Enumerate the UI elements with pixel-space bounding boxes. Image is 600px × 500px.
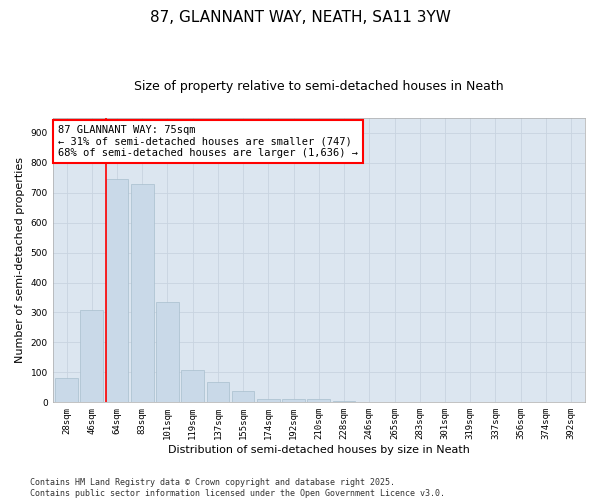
- Text: 87 GLANNANT WAY: 75sqm
← 31% of semi-detached houses are smaller (747)
68% of se: 87 GLANNANT WAY: 75sqm ← 31% of semi-det…: [58, 125, 358, 158]
- X-axis label: Distribution of semi-detached houses by size in Neath: Distribution of semi-detached houses by …: [168, 445, 470, 455]
- Y-axis label: Number of semi-detached properties: Number of semi-detached properties: [15, 157, 25, 363]
- Bar: [80, 310, 103, 402]
- Bar: [156, 302, 179, 402]
- Bar: [333, 401, 355, 402]
- Bar: [131, 184, 154, 402]
- Bar: [206, 382, 229, 402]
- Bar: [55, 378, 78, 402]
- Title: Size of property relative to semi-detached houses in Neath: Size of property relative to semi-detach…: [134, 80, 503, 93]
- Text: 87, GLANNANT WAY, NEATH, SA11 3YW: 87, GLANNANT WAY, NEATH, SA11 3YW: [149, 10, 451, 25]
- Bar: [307, 400, 330, 402]
- Bar: [232, 391, 254, 402]
- Bar: [106, 178, 128, 402]
- Bar: [257, 398, 280, 402]
- Bar: [282, 400, 305, 402]
- Bar: [181, 370, 204, 402]
- Text: Contains HM Land Registry data © Crown copyright and database right 2025.
Contai: Contains HM Land Registry data © Crown c…: [30, 478, 445, 498]
